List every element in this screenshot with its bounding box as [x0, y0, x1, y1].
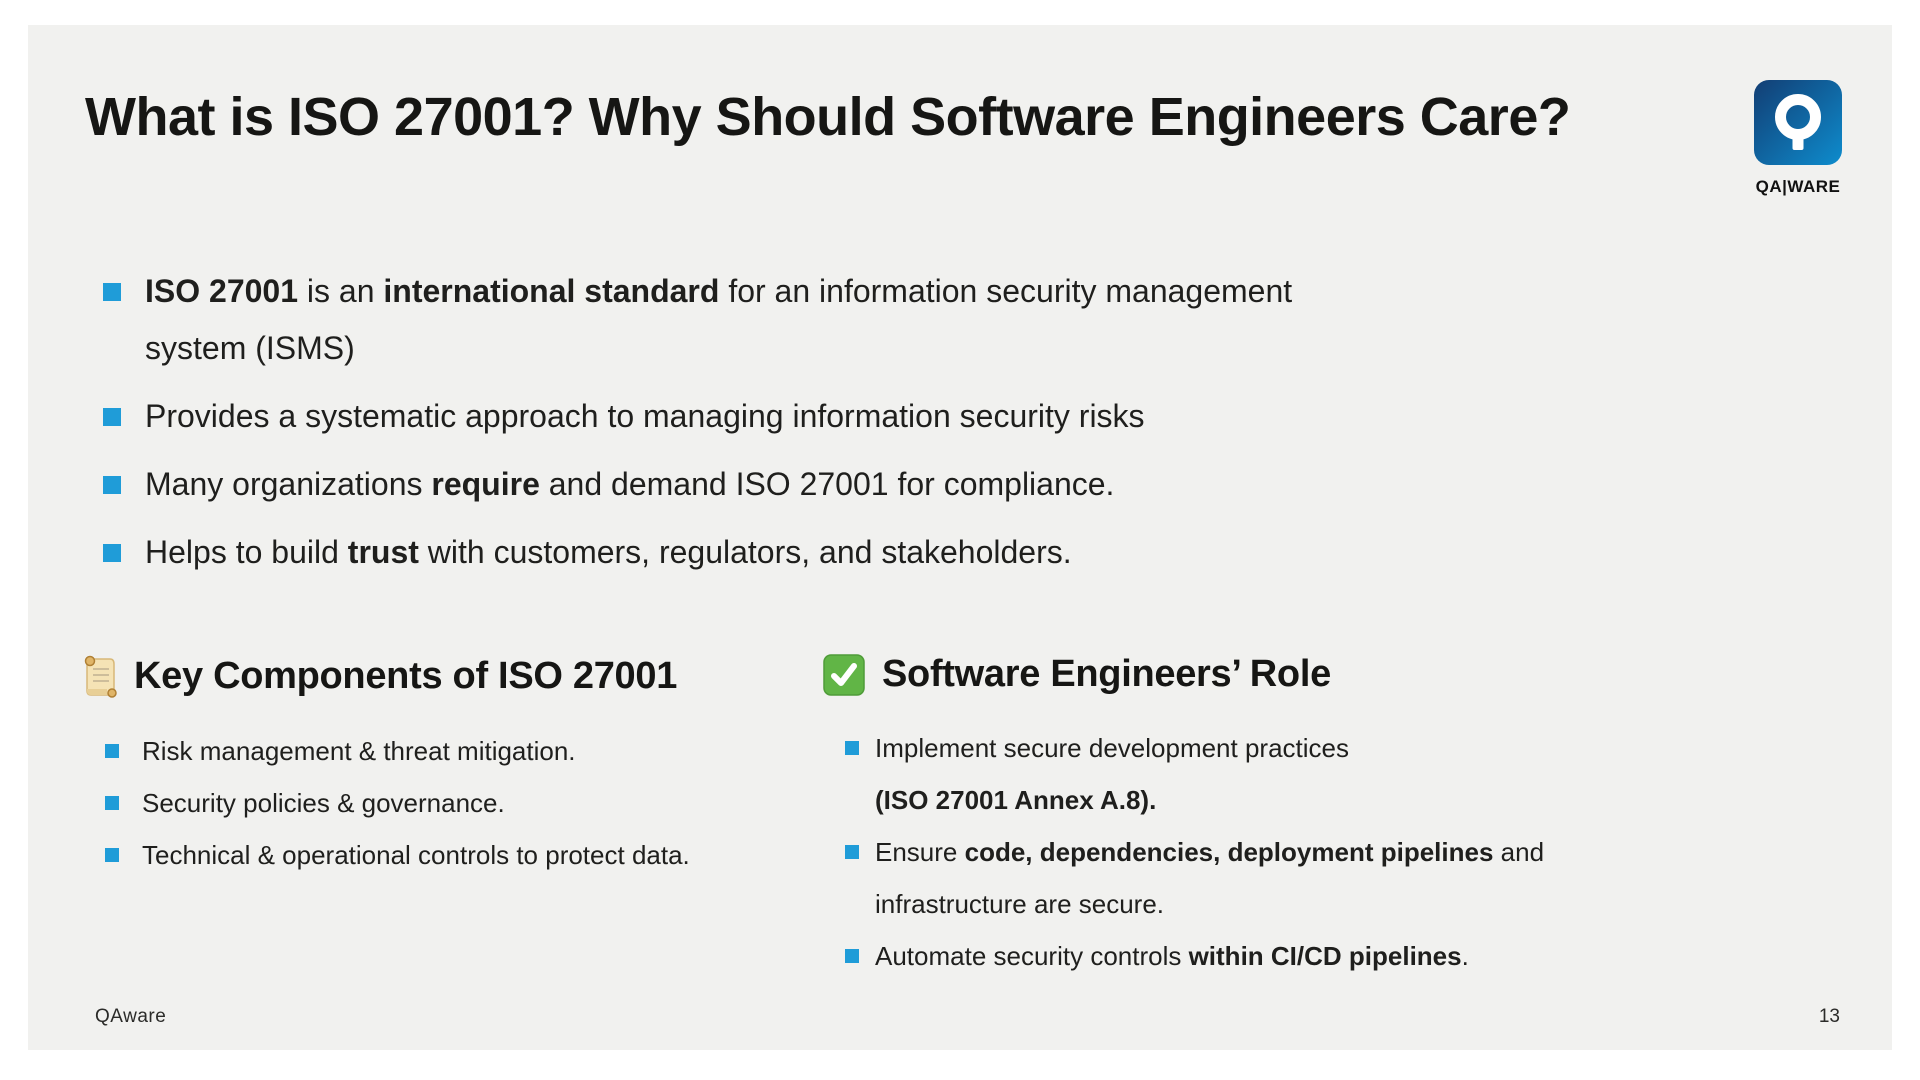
list-item: Technical & operational controls to prot… [105, 829, 703, 881]
list-item: Automate security controls within CI/CD … [845, 930, 1693, 982]
bullet-text: Technical & operational controls to prot… [142, 840, 690, 870]
bullet-text: Provides a systematic approach to managi… [145, 398, 1145, 434]
check-mark-icon [823, 653, 865, 696]
list-item: Many organizations require and demand IS… [103, 456, 1752, 513]
bullet-text: Automate security controls within CI/CD … [875, 941, 1469, 971]
bullet-square-icon [845, 845, 859, 859]
list-item: Security policies & governance. [105, 777, 703, 829]
bullet-square-icon [105, 848, 119, 862]
bullet-square-icon [103, 544, 121, 562]
list-item: Helps to build trust with customers, reg… [103, 524, 1752, 581]
bullet-text: Ensure code, dependencies, deployment pi… [875, 837, 1545, 919]
section-heading-text: Key Components of ISO 27001 [134, 654, 678, 697]
footer-company-label: QAware [95, 1006, 167, 1027]
bullet-square-icon [103, 408, 121, 426]
bullet-text: Implement secure development practices (I… [875, 733, 1350, 815]
qaware-logo: QA|WARE [1752, 80, 1844, 197]
bullet-square-icon [105, 796, 119, 810]
key-components-section: Key Components of ISO 27001 Risk managem… [83, 653, 703, 881]
list-item: ISO 27001 is an international standard f… [103, 263, 1752, 377]
qaware-magnifier-icon [1754, 80, 1842, 165]
bullet-square-icon [103, 476, 121, 494]
list-item: Ensure code, dependencies, deployment pi… [845, 826, 1693, 930]
bullet-text: Helps to build trust with customers, reg… [145, 534, 1072, 570]
page-number: 13 [1818, 1006, 1840, 1027]
bullet-square-icon [845, 741, 859, 755]
bullet-text: Security policies & governance. [142, 788, 505, 818]
bullet-text: ISO 27001 is an international standard f… [145, 273, 1293, 366]
bullet-text: Risk management & threat mitigation. [142, 736, 576, 766]
engineers-role-section: Software Engineers’ Role Implement secur… [823, 653, 1693, 982]
list-item: Implement secure development practices (I… [845, 722, 1693, 826]
section-heading: Key Components of ISO 27001 [83, 653, 703, 699]
bullet-text: Many organizations require and demand IS… [145, 466, 1115, 502]
main-bullet-list: ISO 27001 is an international standard f… [103, 263, 1752, 592]
list-item: Provides a systematic approach to managi… [103, 388, 1752, 445]
bullet-square-icon [845, 949, 859, 963]
section-heading-text: Software Engineers’ Role [882, 653, 1331, 695]
bullet-square-icon [103, 283, 121, 301]
bullet-square-icon [105, 744, 119, 758]
scroll-icon [84, 655, 117, 698]
slide-canvas: What is ISO 27001? Why Should Software E… [28, 25, 1892, 1050]
engineers-role-list: Implement secure development practices (I… [823, 722, 1693, 982]
key-components-list: Risk management & threat mitigation. Sec… [83, 725, 703, 881]
slide-title: What is ISO 27001? Why Should Software E… [85, 87, 1571, 148]
qaware-wordmark: QA|WARE [1755, 177, 1841, 196]
section-heading: Software Engineers’ Role [823, 653, 1693, 696]
list-item: Risk management & threat mitigation. [105, 725, 703, 777]
